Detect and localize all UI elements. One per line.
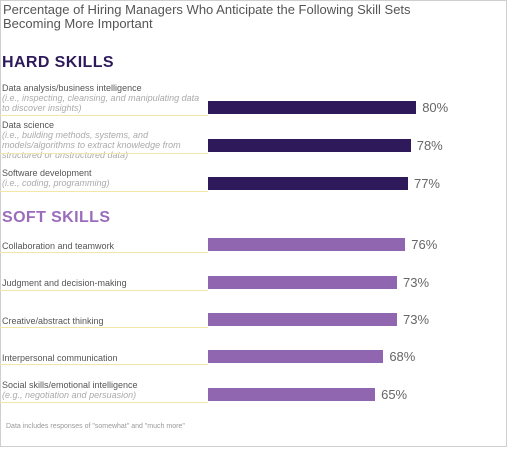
row-divider [0, 327, 208, 328]
bar-value-label: 68% [389, 349, 416, 364]
bar [208, 139, 411, 152]
bar-label-text: Judgment and decision-making [2, 278, 127, 288]
bar-sublabel: (i.e., building methods, systems, and mo… [2, 130, 181, 160]
row-divider [0, 115, 208, 116]
bar-label: Data science (i.e., building methods, sys… [2, 120, 204, 160]
bar-label-text: Data analysis/business intelligence [2, 83, 142, 93]
chart-footnote: Data includes responses of "somewhat" an… [6, 423, 185, 430]
bar-value-label: 76% [411, 237, 438, 252]
bar [208, 313, 398, 326]
row-divider [0, 402, 208, 403]
section-heading-hard-skills: HARD SKILLS [2, 54, 114, 71]
bar-label-text: Collaboration and teamwork [2, 241, 115, 251]
row-divider [0, 364, 208, 365]
bar [208, 238, 406, 251]
bar-label: Data analysis/business intelligence (i.e.… [2, 83, 204, 113]
bar-sublabel: (i.e., coding, programming) [2, 178, 110, 188]
bar-label-text: Interpersonal communication [2, 353, 118, 363]
bar-label: Interpersonal communication [2, 353, 204, 363]
bar-sublabel: (i.e., inspecting, cleansing, and manipu… [2, 93, 200, 113]
bar-label-text: Data science [2, 120, 55, 130]
row-divider [0, 191, 208, 192]
bar-value-label: 73% [403, 312, 430, 327]
bar-label: Judgment and decision-making [2, 278, 204, 288]
bar-value-label: 80% [422, 100, 449, 115]
bar-value-label: 65% [381, 387, 408, 402]
bar-label: Creative/abstract thinking [2, 316, 204, 326]
bar [208, 276, 398, 289]
bar-label-text: Social skills/emotional intelligence [2, 380, 138, 390]
bar-value-label: 73% [403, 275, 430, 290]
bar [208, 177, 408, 190]
bar-sublabel: (e.g., negotiation and persuasion) [2, 390, 137, 400]
bar [208, 388, 376, 401]
bar-label: Collaboration and teamwork [2, 241, 204, 251]
chart-title: Percentage of Hiring Managers Who Antici… [3, 2, 411, 31]
row-divider [0, 252, 208, 253]
bar-label: Software development (i.e., coding, progr… [2, 168, 204, 188]
row-divider [0, 153, 208, 154]
bar [208, 350, 384, 363]
bar-label: Social skills/emotional intelligence (e.g… [2, 380, 204, 400]
bar [208, 101, 417, 114]
row-divider [0, 290, 208, 291]
bar-label-text: Software development [2, 168, 92, 178]
section-heading-soft-skills: SOFT SKILLS [2, 209, 111, 226]
bar-value-label: 78% [416, 138, 443, 153]
bar-value-label: 77% [413, 176, 440, 191]
bar-label-text: Creative/abstract thinking [2, 316, 104, 326]
